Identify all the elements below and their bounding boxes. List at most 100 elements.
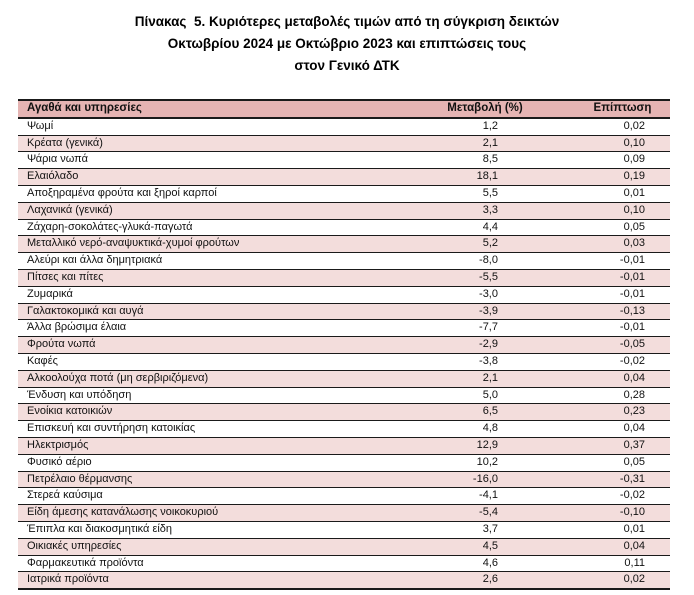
cell-impact: -0,01	[540, 269, 670, 287]
table-header-row: Αγαθά και υπηρεσίες Μεταβολή (%) Επίπτωσ…	[18, 99, 670, 119]
table-title-line-2: Οκτωβρίου 2024 με Οκτώβριο 2023 και επιπ…	[167, 36, 527, 51]
table-row: Ψάρια νωπά 8,5 0,09	[18, 151, 670, 170]
cell-goods-label: Άλλα βρώσιμα έλαια	[18, 319, 430, 338]
table-row: Ένδυση και υπόδηση 5,0 0,28	[18, 387, 670, 405]
cell-change-percent: 2,6	[430, 571, 540, 591]
cell-goods-label: Μεταλλικό νερό-αναψυκτικά-χυμοί φρούτων	[18, 235, 430, 254]
table-row: Καφές -3,8 -0,02	[18, 353, 670, 371]
table-row: Λαχανικά (γενικά) 3,3 0,10	[18, 202, 670, 220]
table-title: Πίνακας 5. Κυριότερες μεταβολές τιμών απ…	[0, 0, 694, 77]
cell-impact: 0,01	[540, 521, 670, 539]
cell-change-percent: 4,5	[430, 538, 540, 556]
cell-goods-label: Αλεύρι και άλλα δημητριακά	[18, 252, 430, 270]
cell-goods-label: Λαχανικά (γενικά)	[18, 202, 430, 220]
cell-impact: 0,05	[540, 454, 670, 472]
table-row: Πίτσες και πίτες -5,5 -0,01	[18, 269, 670, 287]
cell-impact: 0,03	[540, 235, 670, 254]
cell-change-percent: 10,2	[430, 454, 540, 472]
cell-goods-label: Κρέατα (γενικά)	[18, 135, 430, 153]
table-row: Ελαιόλαδο 18,1 0,19	[18, 168, 670, 186]
cell-impact: -0,01	[540, 319, 670, 338]
table-title-line-3: στον Γενικό ΔΤΚ	[294, 58, 400, 73]
table-row: Φυσικό αέριο 10,2 0,05	[18, 454, 670, 472]
col-header-change-percent: Μεταβολή (%)	[430, 99, 540, 119]
col-header-goods-and-services: Αγαθά και υπηρεσίες	[18, 99, 430, 119]
cell-change-percent: 4,8	[430, 420, 540, 438]
cell-goods-label: Πίτσες και πίτες	[18, 269, 430, 287]
table-row: Κρέατα (γενικά) 2,1 0,10	[18, 135, 670, 153]
cell-impact: 0,28	[540, 387, 670, 405]
table-row: Έπιπλα και διακοσμητικά είδη 3,7 0,01	[18, 521, 670, 539]
cell-change-percent: 3,7	[430, 521, 540, 539]
price-changes-table: Αγαθά και υπηρεσίες Μεταβολή (%) Επίπτωσ…	[18, 99, 670, 591]
cell-goods-label: Ενοίκια κατοικιών	[18, 403, 430, 422]
cell-change-percent: 4,6	[430, 555, 540, 573]
cell-impact: 0,37	[540, 437, 670, 455]
cell-goods-label: Στερεά καύσιμα	[18, 487, 430, 506]
cell-goods-label: Φαρμακευτικά προϊόντα	[18, 555, 430, 573]
cell-impact: -0,10	[540, 504, 670, 522]
cell-impact: 0,04	[540, 538, 670, 556]
cell-goods-label: Φυσικό αέριο	[18, 454, 430, 472]
cell-change-percent: 4,4	[430, 219, 540, 237]
cell-goods-label: Καφές	[18, 353, 430, 371]
table-row: Ιατρικά προϊόντα 2,6 0,02	[18, 571, 670, 591]
table-row: Ψωμί 1,2 0,02	[18, 117, 670, 136]
cell-impact: -0,31	[540, 471, 670, 489]
cell-goods-label: Ψάρια νωπά	[18, 151, 430, 170]
cell-impact: -0,02	[540, 487, 670, 506]
cell-impact: 0,10	[540, 135, 670, 153]
table-row: Ζάχαρη-σοκολάτες-γλυκά-παγωτά 4,4 0,05	[18, 219, 670, 237]
cell-change-percent: 8,5	[430, 151, 540, 170]
table-row: Φρούτα νωπά -2,9 -0,05	[18, 336, 670, 354]
cell-goods-label: Αποξηραμένα φρούτα και ξηροί καρποί	[18, 185, 430, 203]
cell-goods-label: Αλκοολούχα ποτά (μη σερβιριζόμενα)	[18, 370, 430, 388]
cell-goods-label: Επισκευή και συντήρηση κατοικίας	[18, 420, 430, 438]
cell-change-percent: 2,1	[430, 370, 540, 388]
cell-impact: -0,02	[540, 353, 670, 371]
table-row: Ηλεκτρισμός 12,9 0,37	[18, 437, 670, 455]
table-row: Επισκευή και συντήρηση κατοικίας 4,8 0,04	[18, 420, 670, 438]
cell-impact: 0,05	[540, 219, 670, 237]
cell-change-percent: 2,1	[430, 135, 540, 153]
cell-impact: -0,13	[540, 303, 670, 321]
cell-impact: 0,23	[540, 403, 670, 422]
cell-impact: -0,01	[540, 286, 670, 304]
cell-impact: -0,01	[540, 252, 670, 270]
cell-change-percent: -3,0	[430, 286, 540, 304]
table-row: Πετρέλαιο θέρμανσης -16,0 -0,31	[18, 471, 670, 489]
table-title-line-1: Πίνακας 5. Κυριότερες μεταβολές τιμών απ…	[134, 14, 560, 29]
cell-change-percent: -8,0	[430, 252, 540, 270]
cell-impact: -0,05	[540, 336, 670, 354]
cell-goods-label: Φρούτα νωπά	[18, 336, 430, 354]
table-row: Φαρμακευτικά προϊόντα 4,6 0,11	[18, 555, 670, 573]
cell-change-percent: 1,2	[430, 117, 540, 136]
table-row: Ενοίκια κατοικιών 6,5 0,23	[18, 403, 670, 422]
table-row: Άλλα βρώσιμα έλαια -7,7 -0,01	[18, 319, 670, 338]
table-header: Αγαθά και υπηρεσίες Μεταβολή (%) Επίπτωσ…	[18, 99, 670, 119]
table-row: Είδη άμεσης κατανάλωσης νοικοκυριού -5,4-…	[18, 504, 670, 522]
cell-change-percent: 5,5	[430, 185, 540, 203]
cell-impact: 0,09	[540, 151, 670, 170]
cell-goods-label: Είδη άμεσης κατανάλωσης νοικοκυριού	[18, 504, 430, 522]
cell-impact: 0,02	[540, 571, 670, 591]
cell-change-percent: -2,9	[430, 336, 540, 354]
cell-change-percent: 12,9	[430, 437, 540, 455]
cell-impact: 0,01	[540, 185, 670, 203]
cell-impact: 0,11	[540, 555, 670, 573]
cell-goods-label: Ένδυση και υπόδηση	[18, 387, 430, 405]
cell-impact: 0,04	[540, 370, 670, 388]
cell-change-percent: 5,2	[430, 235, 540, 254]
cell-impact: 0,19	[540, 168, 670, 186]
cell-goods-label: Ελαιόλαδο	[18, 168, 430, 186]
table-row: Οικιακές υπηρεσίες 4,5 0,04	[18, 538, 670, 556]
cell-change-percent: 18,1	[430, 168, 540, 186]
table-body: Ψωμί 1,2 0,02 Κρέατα (γενικά) 2,1 0,10 Ψάρια ν…	[18, 117, 670, 591]
cell-goods-label: Ζάχαρη-σοκολάτες-γλυκά-παγωτά	[18, 219, 430, 237]
cell-goods-label: Ζυμαρικά	[18, 286, 430, 304]
cell-impact: 0,04	[540, 420, 670, 438]
cell-change-percent: -4,1	[430, 487, 540, 506]
table-row: Αλεύρι και άλλα δημητριακά -8,0 -0,01	[18, 252, 670, 270]
cell-change-percent: 5,0	[430, 387, 540, 405]
table-row: Ζυμαρικά -3,0 -0,01	[18, 286, 670, 304]
